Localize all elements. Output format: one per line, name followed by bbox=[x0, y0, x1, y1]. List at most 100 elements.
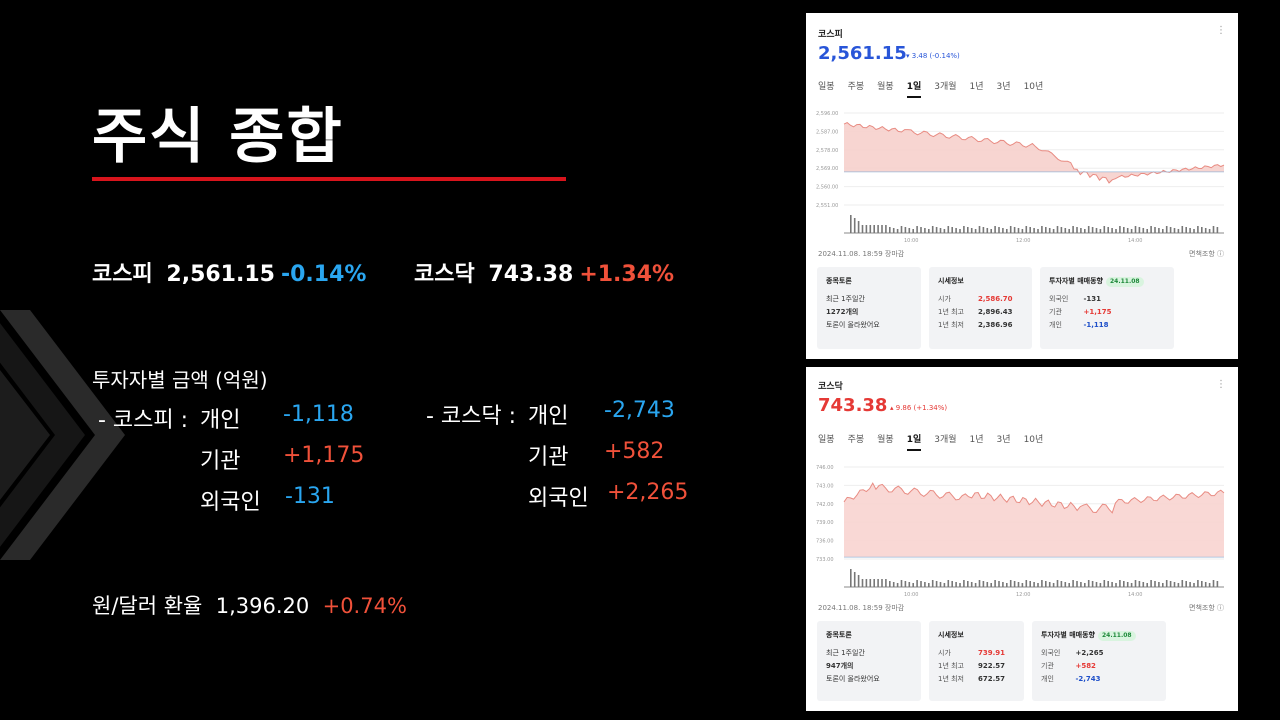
investor-flow-box[interactable]: 투자자별 매매동향 24.11.08 외국인 +2,265 기관 +582 개인 … bbox=[1032, 621, 1166, 701]
volume-bar bbox=[850, 569, 852, 587]
volume-bar bbox=[1072, 226, 1074, 233]
tab-1year[interactable]: 1년 bbox=[969, 435, 984, 445]
volume-bar bbox=[1165, 226, 1168, 233]
volume-bar bbox=[924, 582, 926, 587]
volume-bar bbox=[1169, 581, 1172, 587]
tab-monthly[interactable]: 월봉 bbox=[877, 435, 894, 445]
kospi-label-foreign: 외국인 bbox=[200, 490, 261, 515]
tab-daily[interactable]: 일봉 bbox=[818, 82, 835, 92]
forum-count: 1272개의 bbox=[826, 308, 859, 316]
tab-daily[interactable]: 일봉 bbox=[818, 435, 835, 445]
quote-title: 시세정보 bbox=[938, 631, 964, 639]
volume-bar bbox=[861, 579, 864, 587]
volume-bar bbox=[1002, 228, 1004, 233]
y-tick-label: 2,551.00 bbox=[816, 203, 838, 209]
volume-bar bbox=[1158, 582, 1160, 587]
quote-box[interactable]: 시세정보 시가 739.91 1년 최고 922.57 1년 최저 672.57 bbox=[929, 621, 1024, 701]
quote-high: 2,896.43 bbox=[978, 308, 1013, 316]
volume-bar bbox=[873, 225, 875, 233]
volume-bar bbox=[920, 227, 922, 233]
forum-line: 토론이 올라왔어요 bbox=[826, 675, 880, 683]
volume-bar bbox=[889, 581, 891, 587]
disclaimer-link[interactable]: 면책조항 ⓘ bbox=[1189, 250, 1224, 258]
volume-bar bbox=[912, 583, 914, 587]
card-change: ▴ 9.86 (+1.34%) bbox=[890, 404, 948, 412]
disclaimer-link[interactable]: 면책조항 ⓘ bbox=[1189, 604, 1224, 612]
flow-key: 개인 bbox=[1049, 321, 1062, 329]
flow-institution: +582 bbox=[1075, 662, 1096, 670]
more-options-icon[interactable]: ⋮ bbox=[1216, 379, 1226, 390]
tab-3month[interactable]: 3개월 bbox=[934, 435, 957, 445]
volume-bar bbox=[881, 225, 883, 233]
kospi-value: 2,561.15 bbox=[166, 262, 275, 287]
y-tick-label: 2,569.00 bbox=[816, 166, 838, 172]
kosdaq-value-individual: -2,743 bbox=[604, 398, 675, 423]
volume-bar bbox=[1103, 226, 1106, 233]
quote-high: 922.57 bbox=[978, 662, 1006, 670]
volume-bar bbox=[1025, 580, 1028, 587]
quote-key: 1년 최고 bbox=[938, 308, 964, 316]
volume-bar bbox=[1111, 582, 1113, 587]
volume-bar bbox=[935, 581, 938, 587]
volume-bar bbox=[1095, 228, 1098, 233]
quote-title: 시세정보 bbox=[938, 277, 964, 285]
tab-3month[interactable]: 3개월 bbox=[934, 82, 957, 92]
volume-bar bbox=[959, 583, 961, 587]
quote-box[interactable]: 시세정보 시가 2,586.70 1년 최고 2,896.43 1년 최저 2,386… bbox=[929, 267, 1032, 349]
volume-bar bbox=[994, 580, 996, 587]
volume-bar bbox=[1185, 227, 1187, 233]
volume-bar bbox=[904, 581, 907, 587]
volume-bar bbox=[865, 225, 868, 233]
tab-weekly[interactable]: 주봉 bbox=[847, 435, 865, 445]
forum-box[interactable]: 종목토론 최근 1주일간 1272개의 토론이 올라왔어요 bbox=[817, 267, 921, 349]
volume-bar bbox=[912, 229, 914, 233]
quote-open: 739.91 bbox=[978, 649, 1006, 657]
x-tick-label: 10:00 bbox=[904, 592, 918, 598]
price-area bbox=[844, 122, 1224, 183]
volume-bar bbox=[1037, 583, 1039, 587]
volume-bar bbox=[1048, 582, 1051, 587]
volume-bar bbox=[1056, 580, 1059, 587]
volume-bar bbox=[939, 228, 942, 233]
flow-foreign: -131 bbox=[1083, 295, 1101, 303]
tab-weekly[interactable]: 주봉 bbox=[847, 82, 865, 92]
kosdaq-label-individual: 개인 bbox=[528, 404, 569, 429]
investor-flow-box[interactable]: 투자자별 매매동향 24.11.08 외국인 -131 기관 +1,175 개인 … bbox=[1040, 267, 1174, 349]
tab-monthly[interactable]: 월봉 bbox=[877, 82, 894, 92]
kospi-label: 코스피 bbox=[92, 262, 153, 287]
volume-bar bbox=[1013, 227, 1016, 233]
volume-bar bbox=[939, 582, 942, 587]
tab-3year[interactable]: 3년 bbox=[996, 435, 1011, 445]
x-tick-label: 14:00 bbox=[1128, 238, 1142, 244]
y-tick-label: 2,596.00 bbox=[816, 111, 838, 117]
tab-10year[interactable]: 10년 bbox=[1023, 82, 1044, 92]
volume-bar bbox=[1072, 580, 1074, 587]
kosdaq-intraday-chart[interactable]: 746.00 743.00 742.00 739.00 736.00 733.00 10:0… bbox=[814, 463, 1230, 598]
volume-bar bbox=[1111, 228, 1113, 233]
quote-low: 672.57 bbox=[978, 675, 1006, 683]
kospi-value-individual: -1,118 bbox=[283, 402, 354, 427]
investors-title: 투자자별 금액 (억원) bbox=[92, 368, 268, 392]
volume-bar bbox=[1185, 581, 1187, 587]
forum-box[interactable]: 종목토론 최근 1주일간 947개의 토론이 올라왔어요 bbox=[817, 621, 921, 701]
price-line bbox=[843, 482, 1225, 514]
volume-bar bbox=[1017, 582, 1020, 587]
tab-1day[interactable]: 1일 bbox=[906, 79, 922, 98]
card-index-name: 코스피 bbox=[818, 30, 843, 40]
volume-bar bbox=[853, 572, 856, 587]
volume-bar bbox=[1029, 227, 1031, 233]
volume-bar bbox=[1095, 582, 1098, 587]
tab-3year[interactable]: 3년 bbox=[996, 82, 1011, 92]
tab-1year[interactable]: 1년 bbox=[969, 82, 984, 92]
volume-bar bbox=[1154, 581, 1156, 587]
volume-bar bbox=[1013, 581, 1016, 587]
volume-bar bbox=[1173, 228, 1176, 233]
kospi-intraday-chart[interactable]: 2,596.00 2,587.00 2,578.00 2,569.00 2,560.00… bbox=[814, 109, 1230, 244]
volume-bar bbox=[916, 580, 918, 587]
tab-10year[interactable]: 10년 bbox=[1023, 435, 1044, 445]
volume-bar bbox=[1201, 227, 1203, 233]
tab-1day[interactable]: 1일 bbox=[906, 432, 922, 451]
kospi-summary: 코스피 2,561.15 -0.14% bbox=[92, 256, 372, 288]
forum-line: 토론이 올라왔어요 bbox=[826, 321, 880, 329]
more-options-icon[interactable]: ⋮ bbox=[1216, 25, 1226, 36]
